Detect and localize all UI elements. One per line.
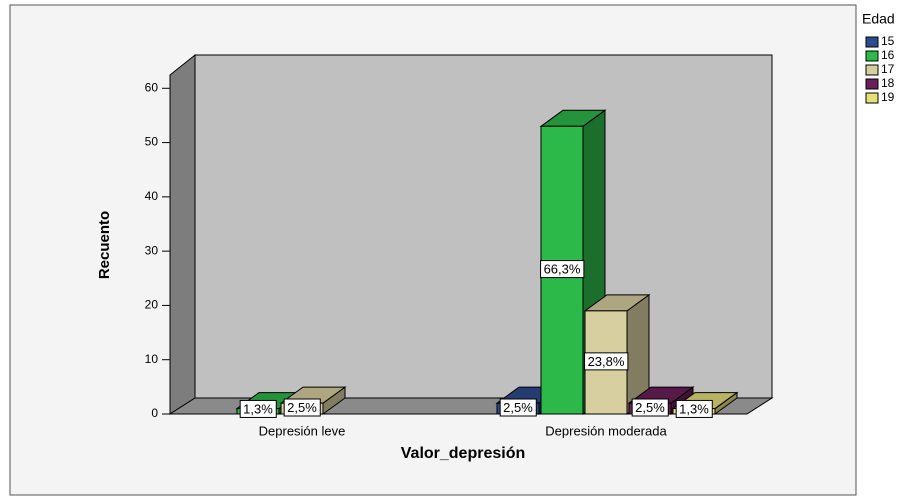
data-label: 2,5% (503, 400, 533, 415)
y-tick-label: 0 (151, 406, 158, 420)
legend-label: 19 (881, 90, 895, 104)
y-tick-label: 50 (145, 135, 159, 149)
legend-swatch (865, 64, 879, 76)
data-label: 1,3% (679, 401, 709, 416)
data-label: 2,5% (635, 400, 665, 415)
y-tick-label: 40 (145, 189, 159, 203)
data-label-box (631, 398, 669, 417)
data-label: 2,5% (287, 400, 317, 415)
x-axis-title: Valor_depresión (401, 445, 526, 462)
data-label-box (239, 399, 277, 418)
x-tick-label: Depresión leve (259, 423, 346, 438)
legend-swatch (865, 50, 879, 62)
data-label: 23,8% (588, 354, 625, 369)
data-label: 1,3% (243, 401, 273, 416)
y-tick-label: 20 (145, 298, 159, 312)
data-label-box (283, 398, 321, 417)
x-tick-label: Depresión moderada (545, 423, 667, 438)
data-label: 66,3% (544, 262, 581, 277)
y-tick-label: 30 (145, 243, 159, 257)
data-label-box (499, 398, 537, 417)
left-wall (169, 53, 196, 415)
legend-title: Edad (862, 11, 895, 27)
legend-swatch (865, 78, 879, 90)
data-label-box (540, 260, 585, 279)
data-label-box (584, 352, 629, 371)
data-label-box (675, 399, 713, 418)
back-wall (194, 54, 773, 399)
legend-label: 17 (881, 62, 895, 76)
legend-label: 16 (881, 48, 895, 62)
legend-label: 15 (881, 34, 895, 48)
y-axis-title: Recuento (96, 211, 113, 279)
legend-swatch (865, 92, 879, 104)
y-tick-label: 60 (145, 80, 159, 94)
legend-swatch (865, 36, 879, 48)
legend-label: 18 (881, 76, 895, 90)
y-tick-label: 10 (145, 352, 159, 366)
